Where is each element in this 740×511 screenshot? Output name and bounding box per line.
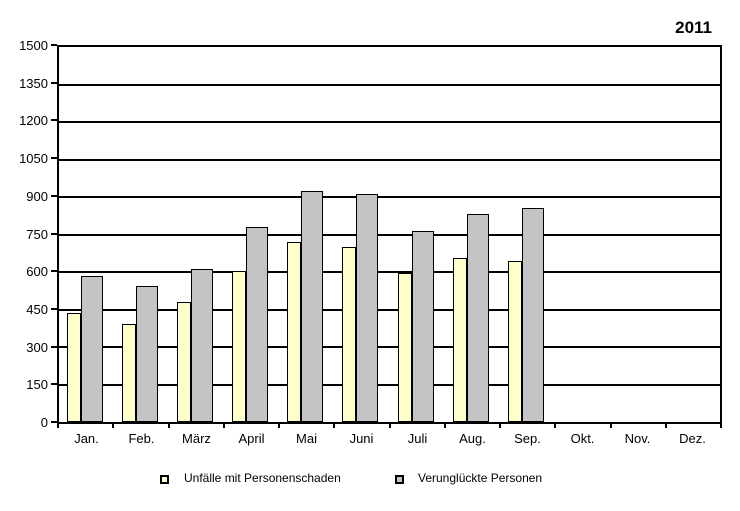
x-axis-tick-1 [112,422,114,428]
legend-swatch-unfaelle [160,475,169,484]
legend-swatch-verungl [395,475,404,484]
y-axis-tick-450 [51,308,57,310]
y-axis-label-1050: 1050 [19,151,48,166]
gridline-1050 [59,159,720,161]
y-axis-label-300: 300 [26,340,48,355]
bar-feb-unf [122,324,136,422]
y-axis-label-1200: 1200 [19,113,48,128]
plot-area [57,45,722,424]
y-axis-tick-0 [51,421,57,423]
gridline-750 [59,234,720,236]
bar-juni-unf [342,247,356,422]
bar-jan-verungl [81,276,103,422]
x-axis-tick-12 [720,422,722,428]
bar-sep-unf [508,261,522,422]
legend-label-verungl: Verunglückte Personen [418,471,543,485]
x-axis-label-juni: Juni [349,431,374,446]
y-axis-label-1350: 1350 [19,76,48,91]
gridline-300 [59,346,720,348]
x-axis-label-feb: Feb. [128,431,155,446]
bar-aug-verungl [467,214,489,422]
x-axis-label-nov: Nov. [624,431,651,446]
x-axis-label-dez: Dez. [679,431,706,446]
x-axis-label-m-rz: März [182,431,211,446]
y-axis-tick-750 [51,233,57,235]
x-axis-tick-3 [223,422,225,428]
y-axis-label-1500: 1500 [19,38,48,53]
x-axis-tick-10 [610,422,612,428]
bar-jan-unf [67,313,81,422]
x-axis-tick-2 [168,422,170,428]
bar-m-rz-verungl [191,269,213,422]
y-axis-tick-1350 [51,82,57,84]
x-axis-label-sep: Sep. [514,431,541,446]
y-axis-tick-900 [51,195,57,197]
gridline-600 [59,271,720,273]
x-axis-tick-4 [278,422,280,428]
y-axis-tick-150 [51,383,57,385]
y-axis-tick-1500 [51,44,57,46]
x-axis-label-okt: Okt. [570,431,595,446]
x-axis-tick-6 [389,422,391,428]
x-axis-label-jan: Jan. [74,431,99,446]
y-axis-label-600: 600 [26,264,48,279]
x-axis-label-mai: Mai [296,431,317,446]
bar-feb-verungl [136,286,158,422]
gridline-1350 [59,84,720,86]
bar-mai-verungl [301,191,323,422]
y-axis-tick-1050 [51,157,57,159]
x-axis-tick-9 [554,422,556,428]
legend-label-unfaelle: Unfälle mit Personenschaden [184,471,341,485]
y-axis-tick-600 [51,270,57,272]
gridline-900 [59,196,720,198]
x-axis-tick-5 [333,422,335,428]
bar-juli-unf [398,273,412,422]
x-axis-tick-0 [57,422,59,428]
y-axis-tick-300 [51,346,57,348]
gridline-1200 [59,121,720,123]
bar-juni-verungl [356,194,378,422]
chart-year-title: 2011 [675,18,712,37]
x-axis-tick-11 [665,422,667,428]
x-axis-tick-8 [499,422,501,428]
y-axis-label-900: 900 [26,189,48,204]
x-axis-tick-7 [444,422,446,428]
x-axis-label-aug: Aug. [459,431,486,446]
y-axis-label-450: 450 [26,302,48,317]
y-axis-label-150: 150 [26,377,48,392]
x-axis-label-juli: Juli [407,431,428,446]
bar-april-unf [232,271,246,422]
gridline-450 [59,309,720,311]
y-axis-tick-1200 [51,119,57,121]
y-axis-label-750: 750 [26,227,48,242]
x-axis-label-april: April [238,431,265,446]
gridline-150 [59,384,720,386]
bar-sep-verungl [522,208,544,422]
bar-mai-unf [287,242,301,422]
bar-m-rz-unf [177,302,191,422]
bar-juli-verungl [412,231,434,422]
bar-april-verungl [246,227,268,422]
y-axis-label-0: 0 [40,415,48,430]
bar-aug-unf [453,258,467,422]
